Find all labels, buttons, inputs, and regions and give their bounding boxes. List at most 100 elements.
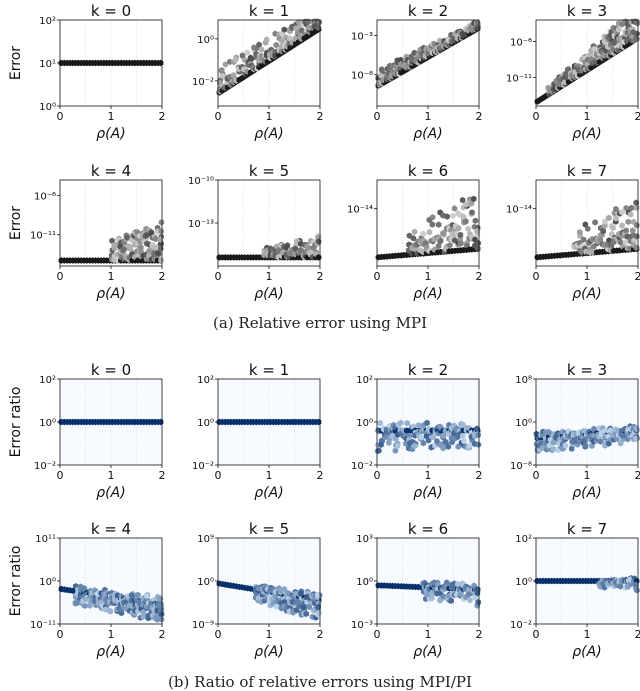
x-tick-label: 0 bbox=[374, 270, 381, 283]
x-tick-label: 1 bbox=[584, 270, 591, 283]
hexbin-cells bbox=[59, 60, 164, 66]
x-tick-label: 0 bbox=[533, 110, 540, 123]
x-tick-label: 1 bbox=[584, 110, 591, 123]
y-axis-label: Error bbox=[8, 46, 24, 80]
x-tick-label: 0 bbox=[57, 270, 64, 283]
y-axis-label: Error ratio bbox=[8, 546, 24, 617]
y-tick-label: 10³ bbox=[356, 534, 373, 545]
y-tick-label: 10⁰ bbox=[356, 418, 373, 429]
x-tick-label: 1 bbox=[425, 628, 432, 641]
x-tick-label: 1 bbox=[425, 469, 432, 482]
x-axis-label: ρ(A) bbox=[96, 126, 125, 142]
hexbin-cells bbox=[59, 419, 164, 425]
y-tick-label: 10⁻⁹ bbox=[192, 620, 214, 631]
x-tick-label: 1 bbox=[108, 110, 115, 123]
y-tick-label: 10⁻⁶ bbox=[510, 38, 532, 49]
x-tick-label: 2 bbox=[476, 469, 483, 482]
y-tick-label: 10⁻⁸ bbox=[351, 71, 373, 82]
panel-title: k = 1 bbox=[249, 2, 289, 20]
x-tick-label: 1 bbox=[266, 469, 273, 482]
x-axis-label: ρ(A) bbox=[254, 286, 283, 302]
y-tick-label: 10¹ bbox=[39, 59, 56, 70]
y-tick-label: 10⁰ bbox=[39, 577, 56, 588]
x-tick-label: 1 bbox=[425, 270, 432, 283]
x-axis-label: ρ(A) bbox=[572, 286, 601, 302]
x-tick-label: 2 bbox=[159, 469, 166, 482]
y-tick-label: 10⁻¹¹ bbox=[30, 231, 56, 242]
y-tick-label: 10⁰ bbox=[39, 102, 56, 113]
y-tick-label: 10⁻¹³ bbox=[188, 219, 214, 230]
x-tick-label: 1 bbox=[584, 628, 591, 641]
y-tick-label: 10⁻¹⁴ bbox=[506, 205, 532, 216]
panel-title: k = 1 bbox=[249, 361, 289, 379]
x-axis-label: ρ(A) bbox=[96, 286, 125, 302]
x-axis-label: ρ(A) bbox=[96, 644, 125, 660]
y-tick-label: 10⁹ bbox=[197, 534, 214, 545]
x-axis-label: ρ(A) bbox=[413, 485, 442, 501]
y-tick-label: 10¹¹ bbox=[35, 534, 56, 545]
x-tick-label: 2 bbox=[635, 469, 640, 482]
x-tick-label: 1 bbox=[266, 270, 273, 283]
x-tick-label: 0 bbox=[57, 469, 64, 482]
x-tick-label: 1 bbox=[108, 469, 115, 482]
x-tick-label: 2 bbox=[317, 628, 324, 641]
x-tick-label: 0 bbox=[57, 110, 64, 123]
panel-title: k = 0 bbox=[91, 2, 131, 20]
panel-title: k = 5 bbox=[249, 162, 289, 180]
x-tick-label: 1 bbox=[266, 110, 273, 123]
x-tick-label: 1 bbox=[108, 628, 115, 641]
x-tick-label: 0 bbox=[533, 628, 540, 641]
x-axis-label: ρ(A) bbox=[413, 286, 442, 302]
x-tick-label: 0 bbox=[533, 469, 540, 482]
y-tick-label: 10² bbox=[356, 375, 373, 386]
y-tick-label: 10⁰ bbox=[356, 577, 373, 588]
panel-title: k = 4 bbox=[91, 520, 131, 538]
y-tick-label: 10² bbox=[39, 375, 56, 386]
y-tick-label: 10⁻² bbox=[510, 620, 532, 631]
y-tick-label: 10⁰ bbox=[197, 418, 214, 429]
panel-title: k = 4 bbox=[91, 162, 131, 180]
x-tick-label: 2 bbox=[476, 628, 483, 641]
y-tick-label: 10⁻⁶ bbox=[34, 192, 56, 203]
y-tick-label: 10⁻¹⁴ bbox=[347, 205, 373, 216]
y-tick-label: 10⁰ bbox=[515, 577, 532, 588]
y-tick-label: 10⁸ bbox=[515, 375, 532, 386]
panel-title: k = 3 bbox=[567, 2, 607, 20]
y-tick-label: 10⁰ bbox=[197, 35, 214, 46]
panel-title: k = 6 bbox=[408, 520, 448, 538]
x-tick-label: 0 bbox=[215, 270, 222, 283]
x-axis-label: ρ(A) bbox=[254, 644, 283, 660]
y-tick-label: 10⁻¹¹ bbox=[506, 73, 532, 84]
y-axis-label: Error bbox=[8, 206, 24, 240]
x-axis-label: ρ(A) bbox=[96, 485, 125, 501]
x-axis-label: ρ(A) bbox=[413, 126, 442, 142]
panel-title: k = 2 bbox=[408, 2, 448, 20]
y-tick-label: 10⁻³ bbox=[351, 620, 373, 631]
x-axis-label: ρ(A) bbox=[572, 485, 601, 501]
panel-title: k = 2 bbox=[408, 361, 448, 379]
x-tick-label: 0 bbox=[215, 110, 222, 123]
x-axis-label: ρ(A) bbox=[254, 485, 283, 501]
x-tick-label: 1 bbox=[584, 469, 591, 482]
x-tick-label: 2 bbox=[476, 110, 483, 123]
x-tick-label: 1 bbox=[108, 270, 115, 283]
x-tick-label: 2 bbox=[159, 628, 166, 641]
x-tick-label: 2 bbox=[476, 270, 483, 283]
caption-a: (a) Relative error using MPI bbox=[0, 314, 640, 332]
y-tick-label: 10⁻³ bbox=[351, 32, 373, 43]
x-tick-label: 2 bbox=[317, 469, 324, 482]
x-tick-label: 0 bbox=[533, 270, 540, 283]
y-tick-label: 10⁰ bbox=[515, 418, 532, 429]
panel-title: k = 6 bbox=[408, 162, 448, 180]
y-tick-label: 10² bbox=[515, 534, 532, 545]
x-tick-label: 1 bbox=[266, 628, 273, 641]
x-tick-label: 0 bbox=[374, 469, 381, 482]
y-tick-label: 10⁻¹¹ bbox=[30, 620, 56, 631]
y-tick-label: 10⁻² bbox=[192, 77, 214, 88]
x-tick-label: 0 bbox=[57, 628, 64, 641]
hexbin-cells bbox=[217, 419, 322, 425]
y-tick-label: 10⁰ bbox=[197, 577, 214, 588]
y-axis-label: Error ratio bbox=[8, 387, 24, 458]
x-tick-label: 2 bbox=[635, 628, 640, 641]
